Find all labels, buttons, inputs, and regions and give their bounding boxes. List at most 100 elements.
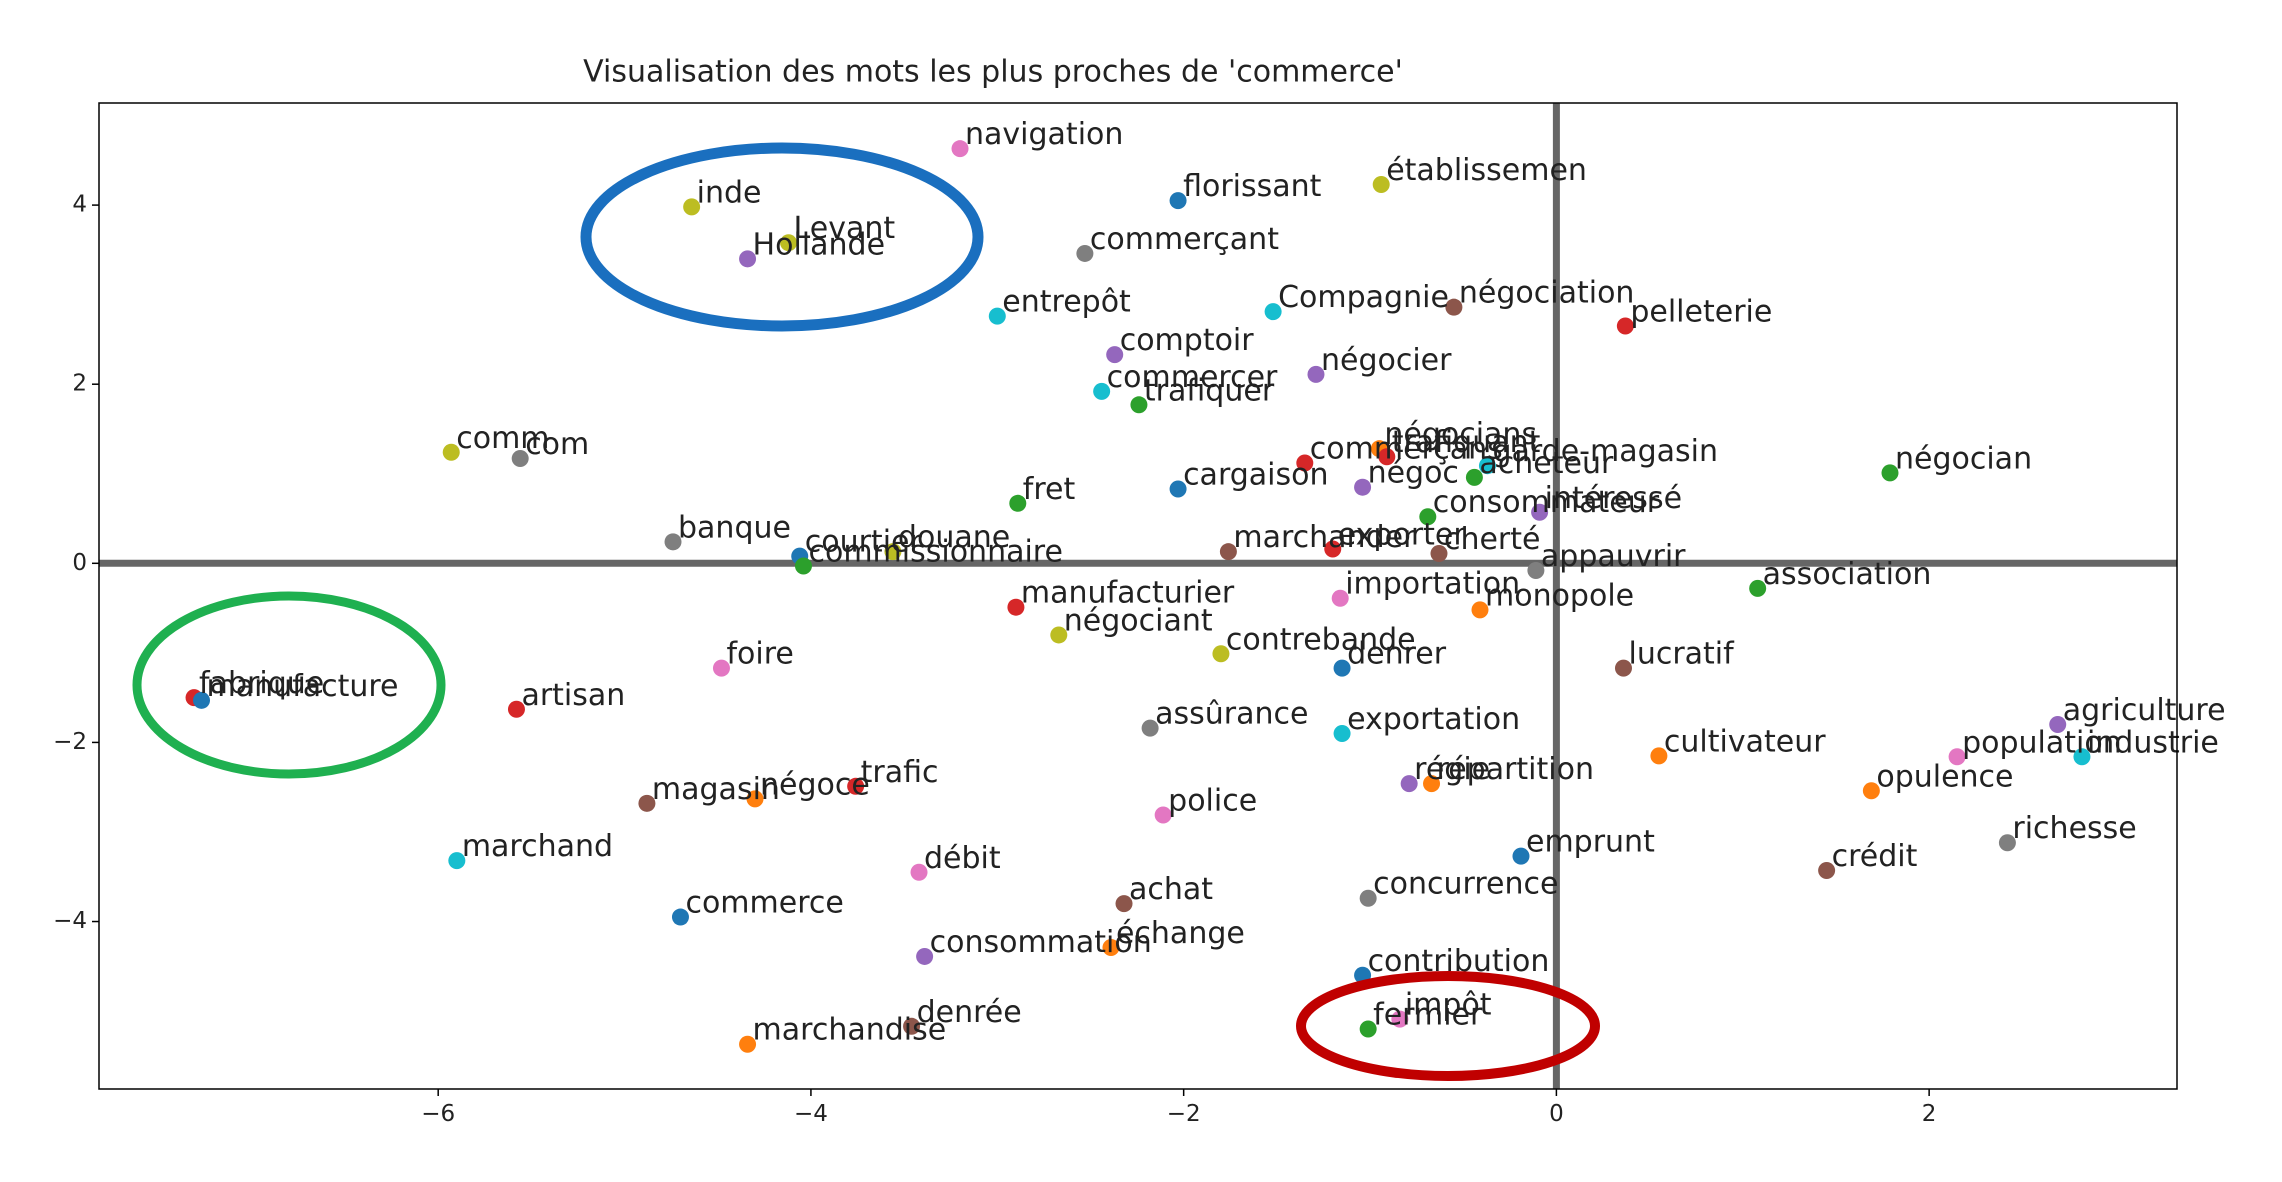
point-label: douane — [898, 520, 1010, 555]
point — [448, 852, 466, 870]
point — [1862, 782, 1880, 800]
point-label: comptoir — [1120, 323, 1255, 358]
point — [1169, 192, 1187, 210]
point-label: négoc — [1368, 456, 1459, 491]
point-label: florissant — [1183, 169, 1322, 204]
point — [739, 1035, 757, 1053]
point — [1007, 598, 1025, 616]
point — [1478, 457, 1496, 475]
point-label: exportation — [1347, 702, 1520, 737]
point-label: échange — [1116, 916, 1245, 951]
y-tick-label: 0 — [72, 550, 87, 576]
point-label: négocier — [1321, 343, 1452, 378]
point — [1154, 806, 1172, 824]
point — [1106, 346, 1124, 364]
point — [1307, 365, 1325, 383]
point-label: importation — [1345, 567, 1520, 602]
point-label: artisan — [521, 678, 625, 713]
point — [1465, 468, 1483, 486]
point — [884, 543, 902, 561]
point-label: denrée — [917, 995, 1022, 1030]
point-label: cargaison — [1183, 457, 1328, 492]
point-label: cherté — [1444, 522, 1541, 557]
point-label: opulence — [1876, 759, 2013, 794]
point-label: trafiquer — [1144, 373, 1275, 408]
point — [746, 790, 764, 808]
point — [1650, 747, 1668, 765]
point-label: foire — [726, 637, 793, 672]
red-circle — [1296, 971, 1600, 1081]
annotations — [132, 142, 1600, 1081]
point — [1471, 601, 1489, 619]
y-tick-label: −2 — [53, 729, 87, 755]
point — [794, 557, 812, 575]
point — [511, 450, 529, 468]
point-label: garde-magasin — [1492, 434, 1718, 469]
point — [1102, 939, 1120, 957]
point-label: manufacturier — [1021, 576, 1235, 611]
point — [1264, 303, 1282, 321]
point-label: fabrique — [199, 666, 324, 701]
point — [2049, 716, 2067, 734]
point — [780, 234, 798, 252]
point — [1391, 1010, 1409, 1028]
point-label: acheteur — [1479, 446, 1614, 481]
point — [683, 198, 701, 216]
point — [1527, 561, 1545, 579]
point — [1076, 244, 1094, 262]
point-label: contrebande — [1226, 622, 1416, 657]
point-label: Hollande — [753, 227, 885, 262]
point — [1050, 626, 1068, 644]
point — [1331, 589, 1349, 607]
point-label: concurrence — [1373, 867, 1558, 902]
point-label: lucratif — [1628, 637, 1735, 672]
point — [1881, 464, 1899, 482]
point-label: industrie — [2087, 725, 2219, 760]
point-label: banque — [678, 510, 791, 545]
point-label: fermier — [1373, 997, 1483, 1032]
point — [1333, 659, 1351, 677]
point-label: appauvrir — [1541, 539, 1686, 574]
x-tick-label: 0 — [1549, 1101, 1564, 1127]
point-label: crédit — [1832, 839, 1918, 874]
point — [1324, 540, 1342, 558]
point — [1130, 396, 1148, 414]
point — [1614, 659, 1632, 677]
point-label: débit — [924, 841, 1001, 876]
point — [2073, 748, 2091, 766]
point-label: entrepôt — [1002, 285, 1131, 320]
point — [664, 533, 682, 551]
point — [1818, 861, 1836, 879]
point-label: commerce — [685, 886, 843, 921]
point-label: navigation — [965, 117, 1123, 152]
point-label: répartition — [1437, 752, 1594, 787]
point — [1512, 847, 1530, 865]
point — [1354, 478, 1372, 496]
chart-title: Visualisation des mots les plus proches … — [583, 55, 1403, 90]
point — [638, 794, 656, 812]
point-label: richesse — [2012, 811, 2136, 846]
blue-circle — [580, 142, 984, 332]
point — [1169, 480, 1187, 498]
point-label: marchandise — [753, 1013, 947, 1048]
point — [1372, 175, 1390, 193]
y-tick-label: −4 — [53, 908, 87, 934]
point-label: cultivateur — [1664, 724, 1826, 759]
point-label: commissionnaire — [808, 534, 1062, 569]
point-label: association — [1763, 557, 1932, 592]
point — [1400, 775, 1418, 793]
point-label: monopole — [1485, 578, 1634, 613]
point-label: comm — [456, 421, 549, 456]
point-label: marchand — [462, 829, 613, 864]
point-label: fret — [1023, 472, 1076, 507]
x-tick-label: −2 — [1167, 1101, 1201, 1127]
point-label: établissemen — [1386, 153, 1587, 188]
point-label: manufacture — [207, 669, 399, 704]
point — [1359, 1020, 1377, 1038]
point — [1423, 775, 1441, 793]
y-tick-label: 2 — [72, 371, 87, 397]
point-label: population — [1962, 725, 2122, 760]
point-label: police — [1168, 783, 1257, 818]
